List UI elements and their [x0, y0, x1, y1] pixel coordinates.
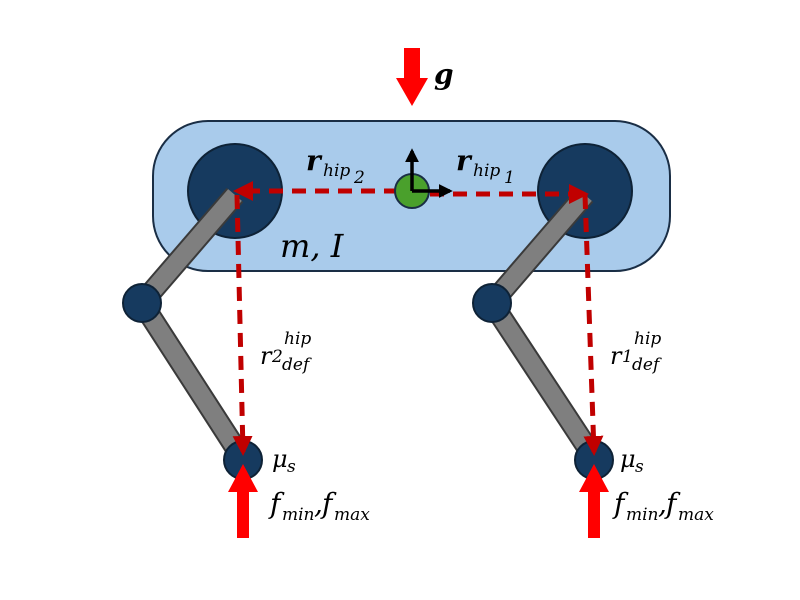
force-arrow-left-icon	[228, 464, 258, 538]
gravity-arrow-icon	[396, 48, 428, 106]
r-def-1-vector	[582, 194, 604, 456]
knee-joint-left	[122, 283, 162, 323]
force-arrow-right-icon	[579, 464, 609, 538]
r-def-2-vector	[232, 194, 253, 456]
svg-text:,: ,	[314, 487, 323, 520]
r-hip-1-label: r hip 1	[456, 144, 515, 188]
right-thigh-link-fill	[485, 189, 592, 309]
svg-text:def: def	[632, 355, 662, 375]
svg-text:r: r	[610, 342, 623, 370]
svg-text:2: 2	[271, 347, 283, 367]
svg-text:μ: μ	[272, 445, 288, 473]
svg-text:2: 2	[353, 168, 365, 188]
left-thigh-link-fill	[135, 189, 242, 309]
svg-text:hip: hip	[473, 161, 500, 181]
force-right-label: f min , f max	[612, 487, 714, 525]
r-def-1-label: r 1 def hip	[610, 329, 662, 375]
knee-joint-right	[472, 283, 512, 323]
svg-text:s: s	[287, 457, 296, 477]
left-shank-link-fill	[134, 298, 250, 463]
r-hip-2-label: r hip 2	[306, 144, 365, 188]
svg-text:s: s	[635, 457, 644, 477]
svg-text:1: 1	[622, 347, 633, 367]
svg-text:def: def	[282, 355, 312, 375]
svg-text:hip: hip	[634, 329, 661, 349]
body-params-label: m, I	[280, 227, 345, 265]
svg-text:r: r	[456, 144, 473, 177]
svg-text:hip: hip	[284, 329, 311, 349]
svg-text:min: min	[282, 505, 315, 525]
svg-text:,: ,	[658, 487, 667, 520]
force-left-label: f min , f max	[268, 487, 370, 525]
svg-text:min: min	[626, 505, 659, 525]
svg-text:hip: hip	[323, 161, 350, 181]
right-shank-link-fill	[484, 298, 602, 463]
svg-text:r: r	[260, 342, 273, 370]
svg-text:μ: μ	[620, 445, 636, 473]
svg-text:max: max	[334, 505, 370, 525]
friction-left-label: μ s	[272, 445, 296, 477]
gravity-label: g	[434, 58, 454, 91]
svg-text:1: 1	[504, 168, 515, 188]
svg-text:r: r	[306, 144, 323, 177]
r-def-2-label: r 2 def hip	[260, 329, 312, 375]
friction-right-label: μ s	[620, 445, 644, 477]
svg-text:max: max	[678, 505, 714, 525]
